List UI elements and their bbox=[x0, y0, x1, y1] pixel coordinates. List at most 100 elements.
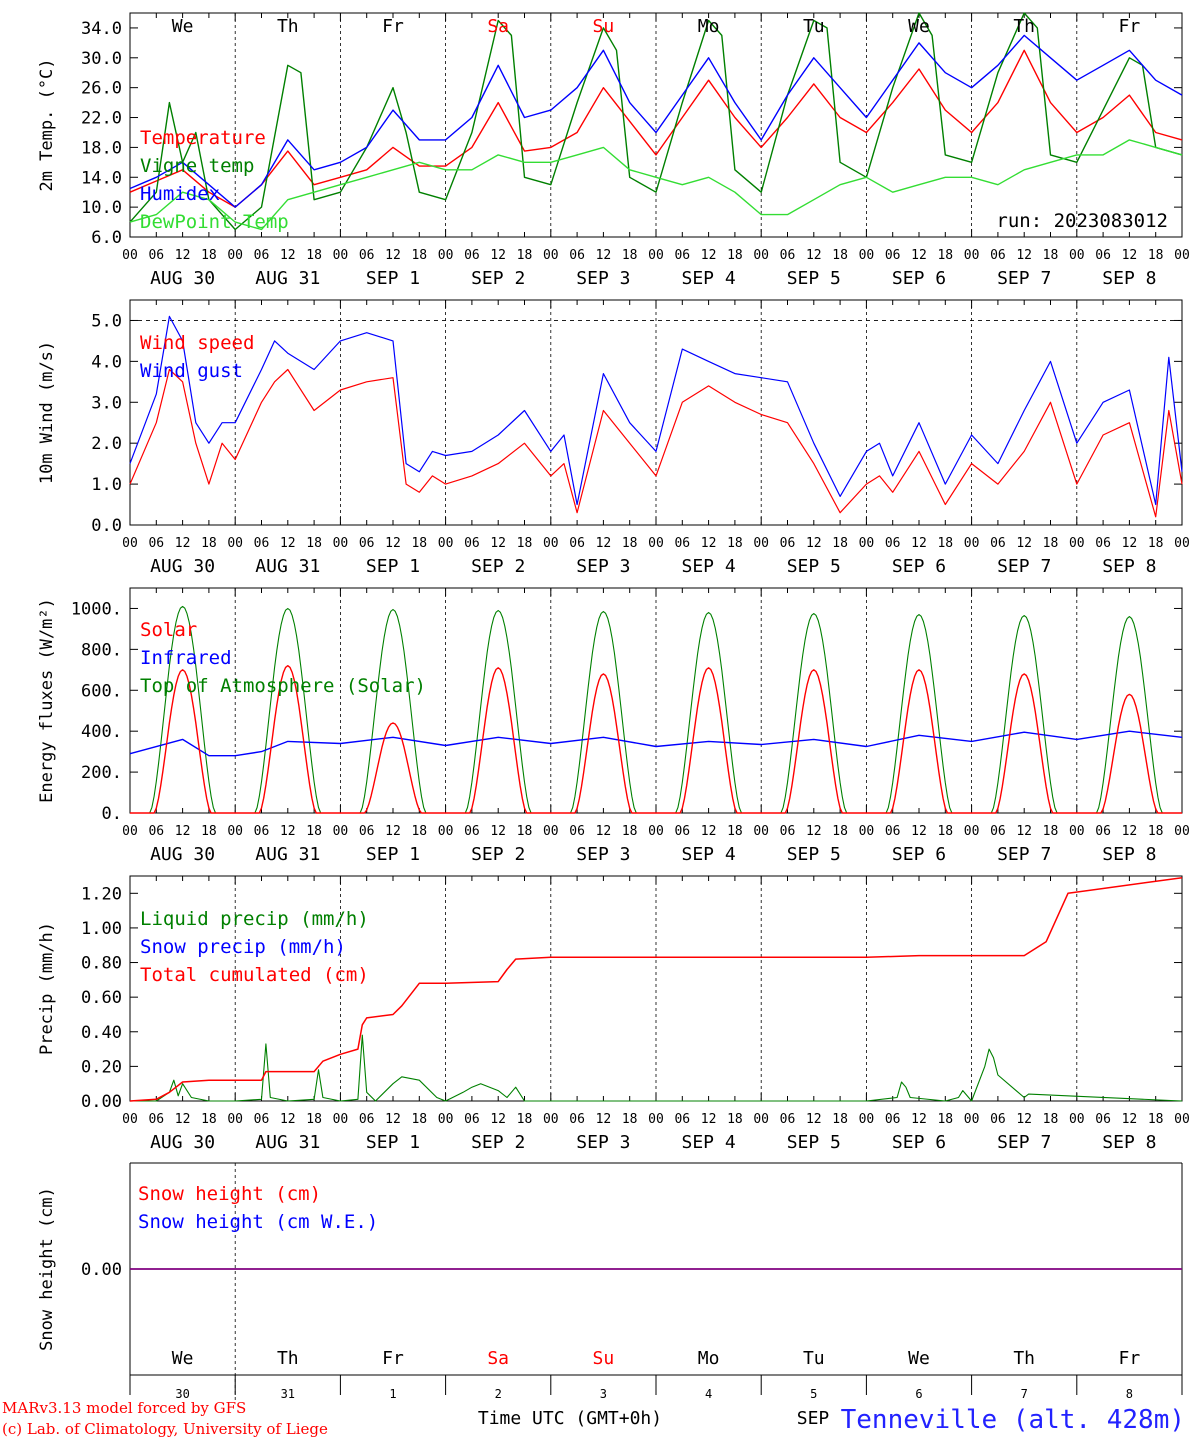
y-tick-label: 1.0 bbox=[91, 475, 122, 495]
x-hour-label: 12 bbox=[701, 536, 717, 551]
x-hour-label: 00 bbox=[227, 248, 243, 263]
plot-frame bbox=[129, 299, 1183, 526]
x-hour-label: 18 bbox=[517, 248, 533, 263]
x-hour-label: 06 bbox=[359, 1112, 375, 1127]
legend-entry: Total cumulated (cm) bbox=[140, 964, 369, 986]
y-tick-label: 14.0 bbox=[81, 168, 122, 188]
weekday-label: We bbox=[172, 16, 194, 37]
x-hour-label: 12 bbox=[175, 824, 191, 839]
x-month-label: SEP bbox=[797, 1408, 830, 1429]
x-hour-label: 12 bbox=[385, 824, 401, 839]
x-hour-label: 06 bbox=[990, 824, 1006, 839]
x-hour-label: 12 bbox=[806, 536, 822, 551]
weekday-label: Fr bbox=[382, 1348, 404, 1369]
x-hour-label: 06 bbox=[148, 248, 164, 263]
x-day-label: SEP 8 bbox=[1102, 268, 1156, 289]
x-hour-label: 12 bbox=[490, 536, 506, 551]
x-hour-label: 12 bbox=[596, 1112, 612, 1127]
weekday-label: Fr bbox=[1119, 16, 1141, 37]
x-hour-label: 18 bbox=[306, 536, 322, 551]
weekday-label: We bbox=[908, 1348, 930, 1369]
x-day-label: SEP 3 bbox=[576, 1132, 630, 1153]
x-hour-label: 00 bbox=[122, 824, 138, 839]
x-hour-label: 06 bbox=[254, 536, 270, 551]
x-hour-label: 00 bbox=[859, 248, 875, 263]
plot-frame bbox=[129, 12, 1183, 238]
x-hour-label: 00 bbox=[648, 248, 664, 263]
x-hour-label: 06 bbox=[885, 1112, 901, 1127]
x-hour-label: 00 bbox=[333, 536, 349, 551]
x-hour-label: 06 bbox=[464, 1112, 480, 1127]
x-day-label: SEP 2 bbox=[471, 1132, 525, 1153]
x-day-label: SEP 6 bbox=[892, 556, 946, 577]
x-hour-label: 12 bbox=[385, 536, 401, 551]
x-hour-label: 06 bbox=[569, 536, 585, 551]
x-day-label: SEP 4 bbox=[682, 1132, 736, 1153]
series-infrared-line bbox=[129, 730, 1183, 757]
x-hour-label: 18 bbox=[1148, 536, 1164, 551]
x-hour-label: 12 bbox=[1016, 248, 1032, 263]
x-day-label: SEP 1 bbox=[366, 1132, 420, 1153]
x-hour-label: 12 bbox=[280, 536, 296, 551]
y-tick-label: 1.20 bbox=[81, 884, 122, 904]
x-hour-label: 00 bbox=[753, 1112, 769, 1127]
x-day-label: SEP 5 bbox=[787, 556, 841, 577]
x-hour-label: 12 bbox=[280, 1112, 296, 1127]
x-hour-label: 18 bbox=[411, 824, 427, 839]
x-day-number: 3 bbox=[600, 1387, 607, 1401]
x-hour-label: 18 bbox=[306, 1112, 322, 1127]
series-temperature-line bbox=[129, 49, 1183, 208]
x-hour-label: 06 bbox=[780, 248, 796, 263]
x-hour-label: 00 bbox=[122, 1112, 138, 1127]
x-hour-label: 06 bbox=[780, 536, 796, 551]
weekday-label: Th bbox=[277, 1348, 299, 1369]
x-hour-label: 12 bbox=[385, 1112, 401, 1127]
x-hour-label: 00 bbox=[543, 248, 559, 263]
x-hour-label: 12 bbox=[1016, 824, 1032, 839]
series-vigne-temp-line bbox=[129, 12, 1183, 231]
y-tick-label: 0.80 bbox=[81, 954, 122, 974]
series-wind-speed-line bbox=[129, 368, 1183, 518]
y-tick-label: 0.60 bbox=[81, 988, 122, 1008]
x-hour-label: 18 bbox=[1148, 248, 1164, 263]
x-day-label: AUG 30 bbox=[150, 844, 215, 865]
y-tick-label: 400. bbox=[81, 722, 122, 742]
x-hour-label: 06 bbox=[674, 824, 690, 839]
legend-entry: Wind speed bbox=[140, 332, 254, 354]
x-hour-label: 06 bbox=[569, 824, 585, 839]
x-hour-label: 06 bbox=[885, 536, 901, 551]
x-day-label: SEP 1 bbox=[366, 268, 420, 289]
y-axis-title: 2m Temp. (°C) bbox=[37, 58, 57, 191]
x-hour-label: 18 bbox=[201, 824, 217, 839]
x-hour-label: 00 bbox=[438, 248, 454, 263]
series-total-cumulated-line bbox=[129, 876, 1183, 1102]
x-hour-label: 18 bbox=[832, 536, 848, 551]
y-axis-title: Precip (mm/h) bbox=[37, 922, 57, 1055]
x-hour-label: 00 bbox=[543, 1112, 559, 1127]
x-hour-label: 00 bbox=[859, 1112, 875, 1127]
x-hour-label: 06 bbox=[569, 248, 585, 263]
x-day-label: SEP 2 bbox=[471, 268, 525, 289]
y-tick-label: 6.0 bbox=[91, 228, 122, 248]
y-axis-title: 10m Wind (m/s) bbox=[37, 341, 57, 484]
x-day-label: SEP 7 bbox=[997, 556, 1051, 577]
x-day-label: SEP 3 bbox=[576, 844, 630, 865]
x-hour-label: 12 bbox=[701, 248, 717, 263]
x-hour-label: 06 bbox=[1095, 1112, 1111, 1127]
x-day-label: SEP 8 bbox=[1102, 844, 1156, 865]
weekday-label: Sa bbox=[487, 16, 509, 37]
x-hour-label: 00 bbox=[1174, 248, 1190, 263]
x-hour-label: 18 bbox=[201, 248, 217, 263]
legend-entry: Temperature bbox=[140, 127, 266, 149]
x-day-label: SEP 5 bbox=[787, 844, 841, 865]
x-hour-label: 12 bbox=[490, 1112, 506, 1127]
y-tick-label: 800. bbox=[81, 640, 122, 660]
weekday-label: Tu bbox=[803, 16, 825, 37]
x-hour-label: 18 bbox=[727, 536, 743, 551]
x-hour-label: 18 bbox=[1043, 824, 1059, 839]
legend-entry: Wind gust bbox=[140, 360, 243, 382]
x-day-label: SEP 5 bbox=[787, 268, 841, 289]
x-hour-label: 18 bbox=[727, 824, 743, 839]
x-hour-label: 18 bbox=[1148, 824, 1164, 839]
credit-line-model: MARv3.13 model forced by GFS bbox=[2, 1399, 247, 1417]
